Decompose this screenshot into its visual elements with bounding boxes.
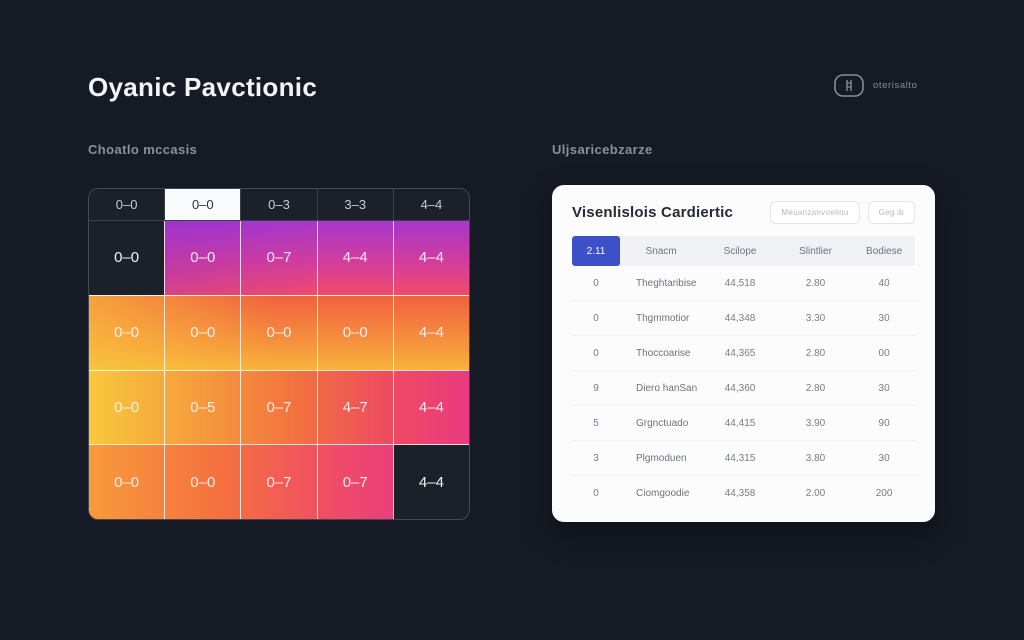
table-cell: 30 bbox=[878, 312, 890, 324]
table-cell: Ciomgoodie bbox=[636, 488, 690, 499]
table-cell: 0 bbox=[593, 347, 599, 359]
heatmap-header-row: 0–0 0–0 0–3 3–3 4–4 bbox=[89, 189, 469, 221]
heatmap: 0–0 0–0 0–3 3–3 4–4 0–0 0–0 0–7 4–4 4–4 0–0 0–0 0–0… bbox=[88, 188, 470, 520]
heatmap-cell[interactable]: 0–0 bbox=[114, 398, 140, 416]
table-cell: 44,518 bbox=[724, 277, 756, 289]
heatmap-column-header[interactable]: 4–4 bbox=[392, 189, 469, 220]
topright-chip-label: oterisalto bbox=[873, 80, 918, 91]
data-table: 2.11 Snacm Scilope Slintlier Bodiese 0 Theght… bbox=[572, 236, 915, 511]
left-section-label: Choatlo mccasis bbox=[88, 142, 198, 157]
table-cell: 0 bbox=[593, 277, 599, 289]
table-cell: 200 bbox=[875, 488, 893, 499]
heatmap-cell[interactable]: 4–7 bbox=[316, 370, 393, 445]
heatmap-cell[interactable]: 0–7 bbox=[240, 445, 316, 519]
table-cell: 44,360 bbox=[724, 382, 756, 394]
table-header[interactable]: Bodiese bbox=[866, 245, 903, 257]
heatmap-cell[interactable]: 0–7 bbox=[316, 445, 393, 519]
card-title: Visenlislois Cardiertic bbox=[572, 204, 734, 221]
heatmap-column-header[interactable]: 0–3 bbox=[240, 189, 316, 220]
table-cell: 44,365 bbox=[724, 347, 756, 359]
table-cell: 2.80 bbox=[805, 347, 826, 359]
heatmap-cell[interactable]: 0–5 bbox=[164, 370, 240, 445]
table-header[interactable]: Snacm bbox=[645, 245, 677, 257]
table-cell: 30 bbox=[878, 452, 890, 464]
right-section-label: Uljsaricebzarze bbox=[552, 142, 653, 157]
heatmap-cell[interactable]: 0–0 bbox=[240, 295, 316, 370]
heatmap-cell[interactable]: 0–0 bbox=[114, 473, 140, 491]
heatmap-cell[interactable]: 4–4 bbox=[392, 295, 469, 370]
table-cell: Thoccoarise bbox=[636, 347, 691, 359]
table-header[interactable]: Scilope bbox=[723, 245, 757, 257]
heatmap-row: 0–0 0–0 0–7 0–7 4–4 bbox=[89, 444, 469, 519]
heatmap-cell[interactable]: 0–0 bbox=[114, 324, 140, 342]
table-cell: 44,415 bbox=[724, 417, 756, 429]
card-action-button-secondary[interactable]: Geg ib bbox=[867, 201, 915, 224]
heatmap-cell[interactable]: 0–7 bbox=[240, 370, 316, 445]
heatmap-cell[interactable]: 4–4 bbox=[392, 445, 469, 519]
table-header-row: 2.11 Snacm Scilope Slintlier Bodiese bbox=[572, 236, 915, 266]
table-cell: 2.00 bbox=[805, 488, 826, 499]
table-cell: Thgmmotior bbox=[636, 312, 690, 324]
table-cell: Plgmoduen bbox=[636, 452, 687, 464]
heatmap-row: 0–0 0–0 0–7 4–4 4–4 bbox=[89, 221, 469, 295]
table-header[interactable]: Slintlier bbox=[799, 245, 832, 257]
table-row[interactable]: 0 Theghtaribise 44,518 2.80 40 bbox=[572, 266, 915, 301]
table-cell: 2.80 bbox=[805, 382, 826, 394]
table-cell: 5 bbox=[593, 417, 599, 429]
card-header: Visenlislois Cardiertic Meuanzanvoelinu … bbox=[572, 201, 915, 224]
table-cell: 30 bbox=[878, 382, 890, 394]
table-cell: Diero hanSan bbox=[636, 382, 698, 394]
table-cell: 0 bbox=[593, 312, 599, 324]
heatmap-cell[interactable]: 0–0 bbox=[89, 221, 165, 295]
heatmap-column-header-selected[interactable]: 0–0 bbox=[164, 189, 241, 220]
heatmap-cell[interactable]: 4–4 bbox=[316, 221, 393, 295]
heatmap-cell[interactable]: 0–0 bbox=[164, 445, 240, 519]
table-cell: 44,358 bbox=[724, 488, 756, 499]
table-row[interactable]: 0 Thgmmotior 44,348 3.30 30 bbox=[572, 301, 915, 336]
heatmap-column-header[interactable]: 0–0 bbox=[115, 197, 138, 212]
card-actions: Meuanzanvoelinu Geg ib bbox=[770, 201, 915, 224]
table-cell: 0 bbox=[593, 488, 599, 499]
table-header-selected[interactable]: 2.11 bbox=[572, 236, 621, 266]
heatmap-cell[interactable]: 0–0 bbox=[316, 295, 393, 370]
table-row[interactable]: 5 Grgnctuado 44,415 3.90 90 bbox=[572, 406, 915, 441]
table-cell: 9 bbox=[593, 382, 599, 394]
heatmap-cell[interactable]: 0–0 bbox=[164, 221, 240, 295]
table-cell: 3.30 bbox=[805, 312, 826, 324]
heatmap-body: 0–0 0–0 0–7 4–4 4–4 0–0 0–0 0–0 0–0 4–4 0–0 0–5 0–7 4… bbox=[89, 221, 469, 519]
table-cell: Grgnctuado bbox=[636, 417, 689, 429]
table-cell: 3.90 bbox=[805, 417, 826, 429]
table-row[interactable]: 3 Plgmoduen 44,315 3.80 30 bbox=[572, 441, 915, 476]
table-cell: 90 bbox=[878, 417, 890, 429]
card-action-button-primary[interactable]: Meuanzanvoelinu bbox=[770, 201, 860, 224]
toggle-icon bbox=[834, 74, 864, 97]
table-cell: 00 bbox=[878, 347, 890, 359]
table-cell: 44,348 bbox=[724, 312, 756, 324]
heatmap-cell[interactable]: 4–4 bbox=[392, 221, 469, 295]
table-row[interactable]: 0 Ciomgoodie 44,358 2.00 200 bbox=[572, 476, 915, 511]
heatmap-cell[interactable]: 0–7 bbox=[240, 221, 316, 295]
table-row[interactable]: 0 Thoccoarise 44,365 2.80 00 bbox=[572, 336, 915, 371]
heatmap-column-header[interactable]: 3–3 bbox=[316, 189, 393, 220]
topright-chip[interactable]: oterisalto bbox=[834, 74, 918, 97]
heatmap-cell[interactable]: 0–0 bbox=[164, 295, 240, 370]
data-table-card: Visenlislois Cardiertic Meuanzanvoelinu … bbox=[552, 185, 935, 522]
table-cell: 40 bbox=[878, 277, 890, 289]
page-title: Oyanic Pavctionic bbox=[88, 72, 318, 102]
table-cell: 44,315 bbox=[724, 452, 756, 464]
table-cell: Theghtaribise bbox=[636, 277, 697, 289]
heatmap-row: 0–0 0–0 0–0 0–0 4–4 bbox=[89, 294, 469, 370]
heatmap-cell[interactable]: 4–4 bbox=[392, 370, 469, 445]
table-body: 0 Theghtaribise 44,518 2.80 40 0 Thgmmotior 44,… bbox=[572, 266, 915, 511]
table-row[interactable]: 9 Diero hanSan 44,360 2.80 30 bbox=[572, 371, 915, 406]
table-cell: 2.80 bbox=[805, 277, 826, 289]
heatmap-row: 0–0 0–5 0–7 4–7 4–4 bbox=[89, 369, 469, 445]
table-cell: 3 bbox=[593, 452, 599, 464]
table-cell: 3.80 bbox=[805, 452, 826, 464]
